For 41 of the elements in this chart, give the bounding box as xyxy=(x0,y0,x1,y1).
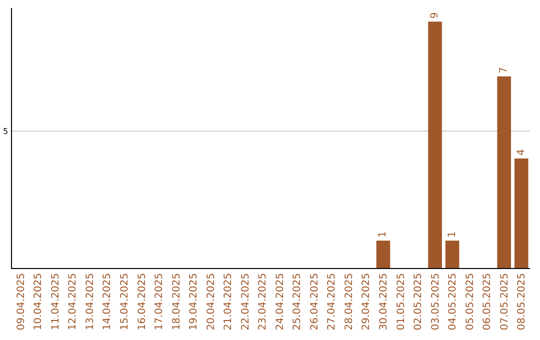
data-label: 9 xyxy=(430,12,441,19)
x-tick-label: 09.04.2025 xyxy=(16,273,27,330)
bar xyxy=(497,76,512,268)
x-tick-label: 29.04.2025 xyxy=(361,273,372,330)
x-tick-label: 11.04.2025 xyxy=(50,273,62,330)
x-tick-label: 26.04.2025 xyxy=(309,273,320,330)
bar xyxy=(428,22,442,268)
x-tick-label: 24.04.2025 xyxy=(274,273,286,330)
x-tick-label: 06.05.2025 xyxy=(482,273,494,330)
x-tick-label: 22.04.2025 xyxy=(240,273,252,330)
x-tick-label: 14.04.2025 xyxy=(102,273,114,330)
data-label: 7 xyxy=(498,67,510,74)
x-tick-label: 02.05.2025 xyxy=(413,273,424,330)
x-tick-label: 13.04.2025 xyxy=(84,273,96,330)
data-label: 1 xyxy=(446,231,458,238)
x-tick-label: 18.04.2025 xyxy=(171,273,182,330)
ref-line-label: 5 xyxy=(3,127,8,136)
x-tick-label: 23.04.2025 xyxy=(258,273,269,330)
data-label: 4 xyxy=(516,149,527,156)
x-tick-label: 05.05.2025 xyxy=(464,273,476,330)
data-label: 1 xyxy=(378,231,389,238)
x-tick-label: 17.04.2025 xyxy=(154,273,166,330)
x-tick-label: 30.04.2025 xyxy=(378,273,390,330)
x-tick-label: 25.04.2025 xyxy=(292,273,304,330)
x-tick-label: 27.04.2025 xyxy=(326,273,338,330)
x-tick-label: 08.05.2025 xyxy=(516,273,528,330)
x-tick-label: 04.05.2025 xyxy=(448,273,459,330)
x-tick-label: 01.05.2025 xyxy=(396,273,407,330)
x-tick-label: 16.04.2025 xyxy=(136,273,148,330)
x-tick-label: 10.04.2025 xyxy=(33,273,44,330)
x-tick-label: 07.05.2025 xyxy=(499,273,510,330)
bar xyxy=(445,240,460,268)
x-tick-label: 19.04.2025 xyxy=(188,273,200,330)
x-tick-label: 28.04.2025 xyxy=(344,273,355,330)
x-tick-label: 15.04.2025 xyxy=(119,273,130,330)
bar xyxy=(376,240,390,268)
x-tick-label: 20.04.2025 xyxy=(206,273,217,330)
bar xyxy=(514,158,528,268)
x-tick-label: 03.05.2025 xyxy=(430,273,442,330)
x-tick-label: 12.04.2025 xyxy=(68,273,79,330)
x-tick-label: 21.04.2025 xyxy=(223,273,234,330)
